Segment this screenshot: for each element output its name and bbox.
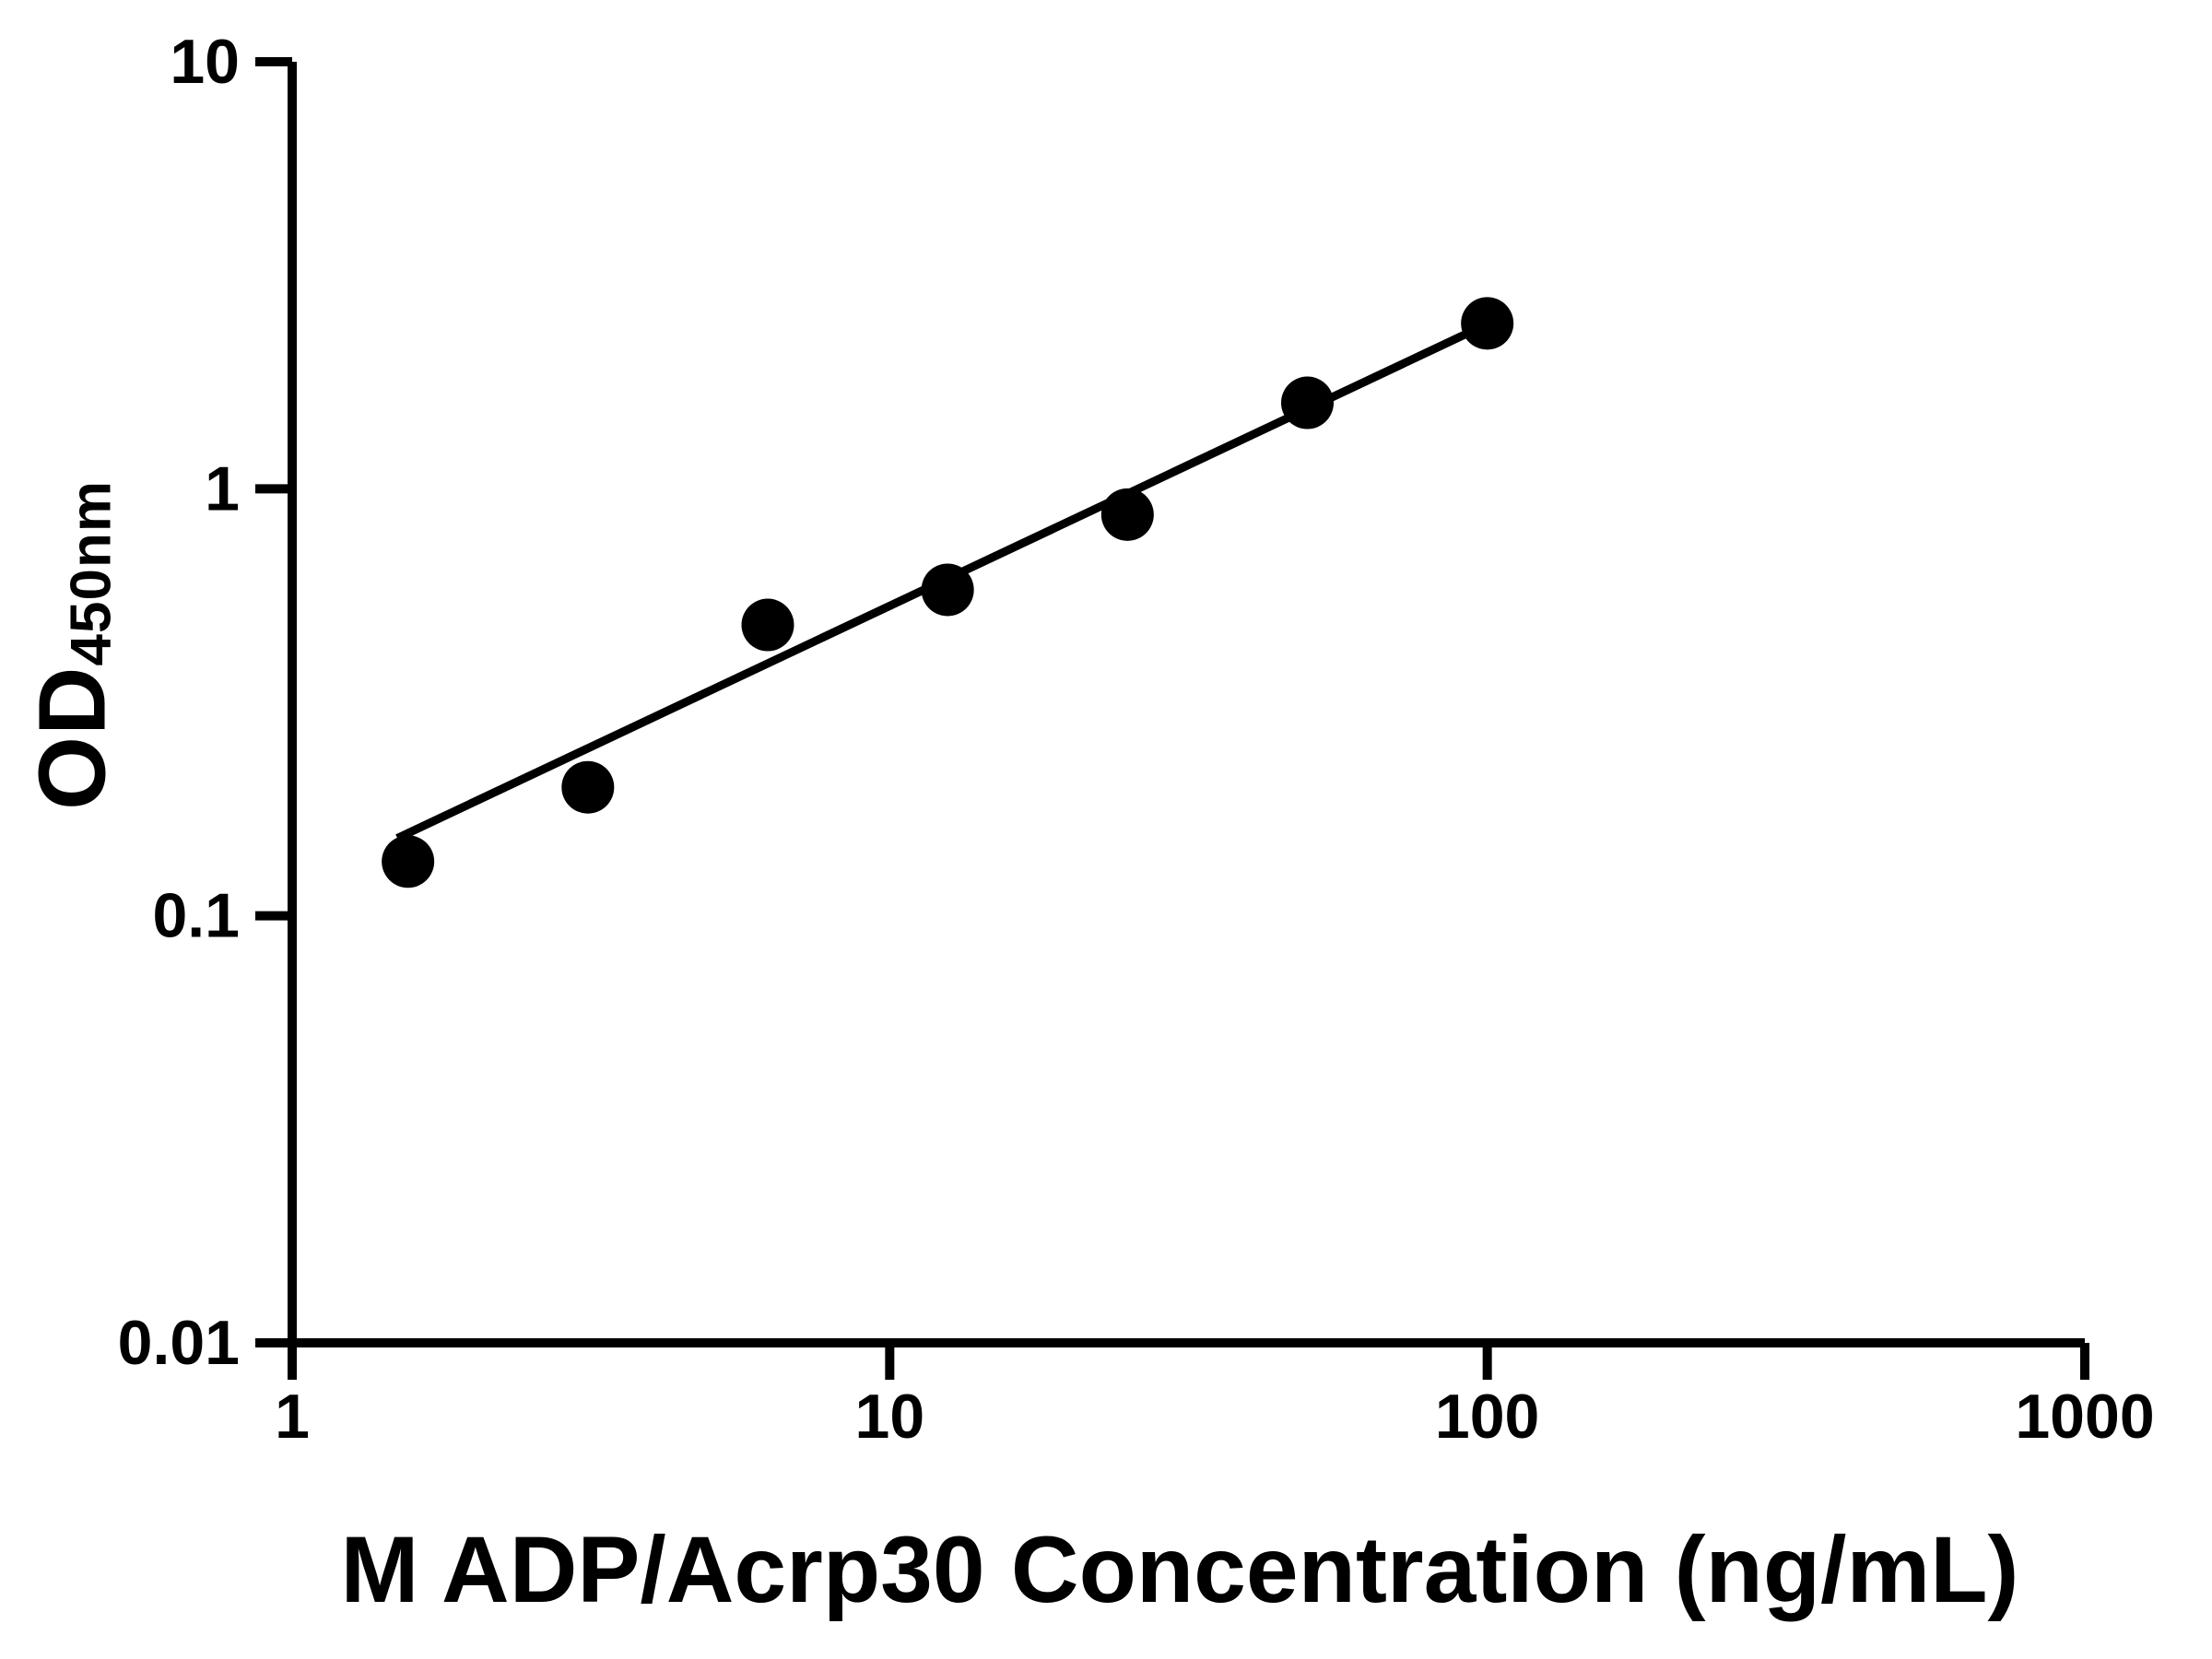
data-point [921, 563, 974, 617]
x-tick-label: 10 [855, 1382, 925, 1452]
data-point [561, 760, 615, 814]
y-axis-title-sub: 450nm [59, 480, 124, 666]
y-axis-title: OD450nm [19, 480, 125, 810]
y-tick-label: 1 [205, 453, 240, 524]
x-tick-label: 100 [1435, 1382, 1539, 1452]
data-point [1100, 488, 1154, 541]
data-point [382, 835, 435, 888]
data-point [741, 598, 794, 652]
data-point [1461, 297, 1514, 350]
x-tick-label: 1000 [2015, 1382, 2154, 1452]
x-axis-title: M ADP/Acrp30 Concentration (ng/mL) [340, 1517, 2019, 1622]
y-tick-label: 0.01 [118, 1308, 240, 1378]
axis-spines [288, 62, 2085, 1347]
data-point [1280, 376, 1334, 429]
y-tick-label: 0.1 [152, 881, 240, 951]
x-tick-label: 1 [275, 1382, 310, 1452]
y-tick-label: 10 [170, 27, 240, 97]
y-axis-title-main: OD [18, 665, 125, 810]
